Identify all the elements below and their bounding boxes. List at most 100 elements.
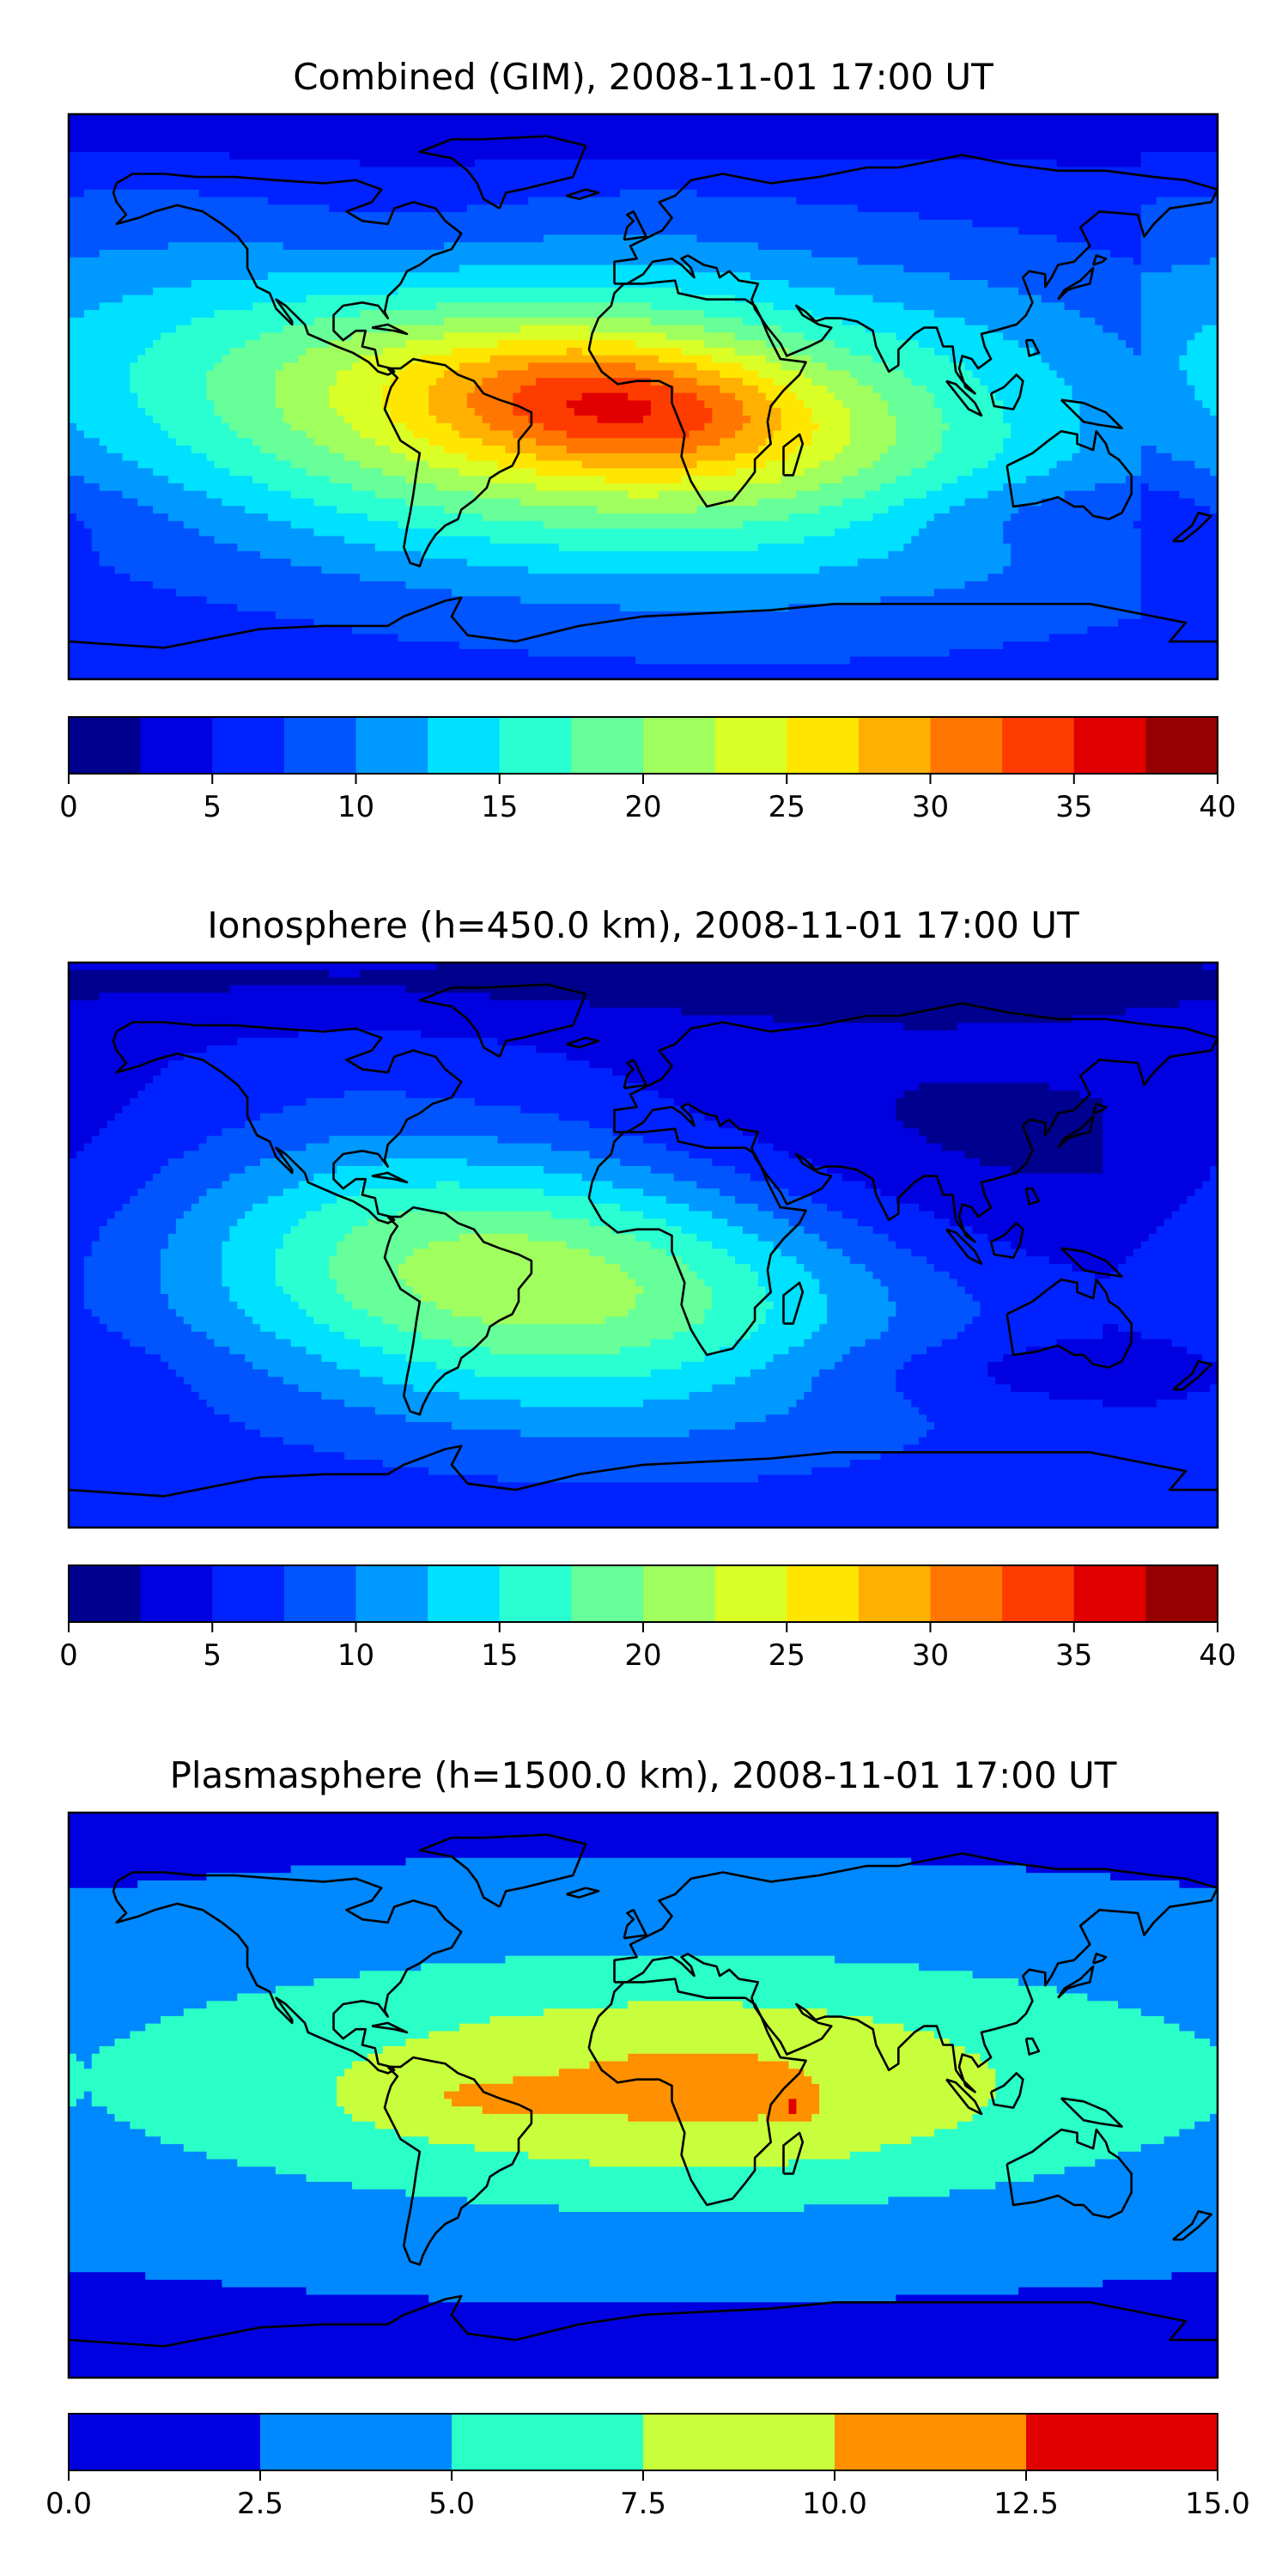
- field-cell: [804, 1339, 866, 1348]
- field-cell: [1210, 2113, 1218, 2123]
- map-field: [69, 1813, 1218, 2378]
- field-cell: [69, 204, 330, 213]
- colorbar-segment: [930, 717, 1003, 774]
- field-cell: [497, 340, 636, 349]
- field-cell: [69, 1865, 292, 1874]
- field-cell: [804, 332, 896, 341]
- coastline: [945, 1228, 983, 1266]
- field-cell: [69, 1497, 1218, 1506]
- field-cell: [153, 468, 230, 477]
- field-cell: [69, 1857, 407, 1867]
- field-cell: [941, 446, 1004, 454]
- field-cell: [69, 1985, 276, 1995]
- field-cell: [229, 422, 292, 432]
- field-cell: [69, 2181, 353, 2190]
- field-cell: [1179, 1203, 1218, 1212]
- field-cell: [1003, 1354, 1203, 1363]
- field-cell: [69, 498, 138, 507]
- field-cell: [1140, 249, 1218, 258]
- field-cell: [1011, 1165, 1103, 1175]
- field-cell: [69, 1309, 93, 1317]
- field-cell: [137, 1188, 208, 1197]
- field-cell: [69, 1354, 161, 1363]
- field-cell: [344, 1452, 882, 1461]
- field-cell: [1187, 347, 1218, 356]
- field-cell: [69, 1361, 169, 1370]
- field-cell: [497, 1135, 644, 1145]
- field-cell: [69, 1444, 315, 1453]
- field-cell: [896, 1097, 1103, 1107]
- field-cell: [428, 400, 468, 409]
- field-cell: [206, 370, 276, 379]
- field-cell: [153, 506, 246, 514]
- field-cell: [69, 2272, 146, 2281]
- field-cell: [681, 287, 835, 296]
- field-cell: [949, 2189, 1218, 2198]
- field-cell: [69, 1233, 100, 1242]
- field-cell: [1011, 550, 1142, 560]
- field-cell: [1194, 2121, 1218, 2130]
- field-cell: [237, 1037, 499, 1047]
- field-cell: [161, 1249, 222, 1257]
- field-cell: [183, 1151, 284, 1159]
- field-cell: [788, 1188, 882, 1197]
- field-cell: [283, 1188, 361, 1197]
- field-cell: [275, 1985, 1058, 1995]
- field-cell: [69, 2015, 161, 2025]
- field-cell: [69, 641, 460, 650]
- field-cell: [1210, 468, 1218, 477]
- field-cell: [681, 476, 782, 484]
- field-cell: [252, 1203, 322, 1212]
- colorbar-tick-label: 7.5: [620, 2487, 666, 2521]
- field-cell: [83, 1294, 169, 1303]
- field-cell: [229, 985, 407, 993]
- field-cell: [689, 1203, 759, 1212]
- coastline: [1091, 254, 1108, 266]
- field-cell: [796, 197, 1157, 205]
- field-cell: [888, 1286, 966, 1295]
- colorbar-tick-label: 5: [203, 790, 222, 824]
- field-cell: [1018, 506, 1142, 514]
- field-cell: [306, 1143, 552, 1151]
- field-cell: [69, 197, 269, 205]
- field-cell: [987, 2061, 1218, 2069]
- field-cell: [398, 634, 1050, 642]
- field-cell: [1064, 378, 1188, 386]
- field-cell: [69, 2076, 337, 2085]
- field-cell: [1072, 392, 1195, 401]
- field-cell: [329, 392, 384, 401]
- field-cell: [229, 1346, 307, 1355]
- field-cell: [880, 392, 935, 401]
- field-cell: [69, 1279, 85, 1287]
- field-cell: [175, 1226, 230, 1235]
- field-cell: [980, 1301, 1218, 1310]
- field-cell: [474, 408, 513, 416]
- field-cell: [1048, 1392, 1188, 1400]
- field-cell: [359, 1971, 974, 1979]
- field-cell: [650, 317, 744, 326]
- field-cell: [83, 1263, 161, 1273]
- field-cell: [1103, 1105, 1218, 1115]
- field-cell: [69, 1887, 1218, 1897]
- field-cell: [957, 2121, 1195, 2130]
- field-cell: [206, 2001, 629, 2009]
- field-cell: [888, 408, 943, 416]
- field-cell: [252, 1361, 337, 1370]
- field-cell: [382, 1346, 491, 1355]
- field-cell: [896, 1195, 1188, 1205]
- field-cell: [69, 174, 1218, 183]
- field-cell: [757, 1279, 820, 1287]
- field-cell: [99, 1316, 185, 1325]
- field-cell: [352, 332, 445, 341]
- field-cell: [275, 2166, 1066, 2175]
- field-cell: [720, 385, 759, 394]
- field-cell: [1140, 574, 1218, 582]
- field-cell: [329, 204, 468, 213]
- field-cell: [1140, 588, 1218, 598]
- field-cell: [405, 1256, 605, 1265]
- field-cell: [528, 566, 820, 574]
- field-cell: [735, 453, 790, 462]
- field-cell: [229, 1294, 292, 1303]
- field-cell: [298, 1030, 422, 1039]
- field-cell: [712, 415, 751, 424]
